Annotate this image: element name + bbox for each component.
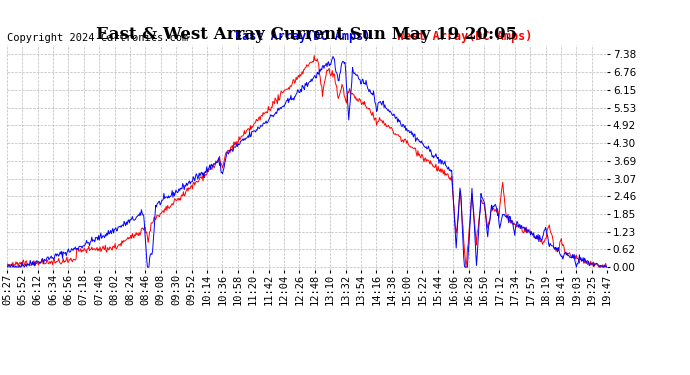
Text: West Array(DC Amps): West Array(DC Amps)	[397, 30, 533, 43]
Text: East Array(DC Amps): East Array(DC Amps)	[235, 30, 371, 43]
Text: Copyright 2024 Cartronics.com: Copyright 2024 Cartronics.com	[7, 33, 188, 43]
Title: East & West Array Current Sun May 19 20:05: East & West Array Current Sun May 19 20:…	[97, 27, 518, 44]
